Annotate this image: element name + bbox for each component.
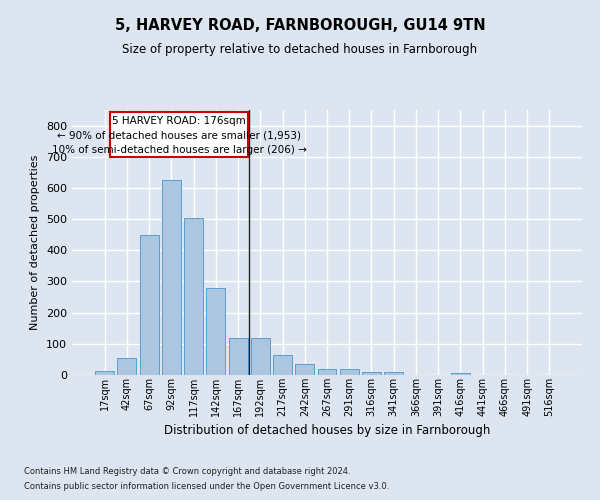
- Bar: [340, 369, 359, 375]
- Bar: [362, 372, 381, 375]
- Bar: [451, 372, 470, 375]
- Bar: [162, 180, 181, 375]
- Text: 5, HARVEY ROAD, FARNBOROUGH, GU14 9TN: 5, HARVEY ROAD, FARNBOROUGH, GU14 9TN: [115, 18, 485, 32]
- Text: Contains HM Land Registry data © Crown copyright and database right 2024.: Contains HM Land Registry data © Crown c…: [24, 467, 350, 476]
- Bar: [140, 234, 158, 375]
- Y-axis label: Number of detached properties: Number of detached properties: [31, 155, 40, 330]
- FancyBboxPatch shape: [110, 112, 248, 157]
- Bar: [184, 218, 203, 375]
- Text: Contains public sector information licensed under the Open Government Licence v3: Contains public sector information licen…: [24, 482, 389, 491]
- Text: 10% of semi-detached houses are larger (206) →: 10% of semi-detached houses are larger (…: [52, 145, 307, 155]
- Bar: [384, 372, 403, 375]
- Text: 5 HARVEY ROAD: 176sqm: 5 HARVEY ROAD: 176sqm: [112, 116, 246, 126]
- Bar: [206, 288, 225, 375]
- X-axis label: Distribution of detached houses by size in Farnborough: Distribution of detached houses by size …: [164, 424, 490, 437]
- Bar: [273, 356, 292, 375]
- Bar: [251, 338, 270, 375]
- Bar: [317, 369, 337, 375]
- Text: ← 90% of detached houses are smaller (1,953): ← 90% of detached houses are smaller (1,…: [57, 130, 301, 140]
- Bar: [295, 364, 314, 375]
- Bar: [95, 372, 114, 375]
- Bar: [229, 338, 248, 375]
- Text: Size of property relative to detached houses in Farnborough: Size of property relative to detached ho…: [122, 42, 478, 56]
- Bar: [118, 358, 136, 375]
